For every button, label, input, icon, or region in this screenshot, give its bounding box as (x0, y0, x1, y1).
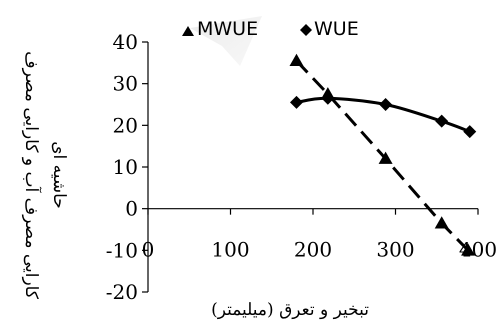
y-tick-label: 0 (125, 197, 138, 221)
x-tick-marks (147, 208, 479, 215)
y-tick-labels: 40 30 20 10 0 -10 -20 (106, 30, 138, 304)
y-tick-label: -20 (106, 280, 138, 304)
wue-point (463, 125, 477, 139)
x-tick-labels: 0 100 200 300 400 (142, 238, 497, 262)
wue-point (321, 91, 335, 105)
mwue-point (461, 243, 476, 256)
wue-point (290, 95, 303, 109)
x-tick-label: 0 (142, 238, 155, 262)
mwue-point (434, 216, 449, 229)
legend-mwue-label: MWUE (197, 18, 258, 40)
x-tick-label: 100 (211, 238, 249, 262)
y-tick-label: 10 (113, 155, 138, 179)
watermark-shape (190, 16, 262, 66)
legend-wue-label: WUE (314, 18, 359, 40)
x-tick-label: 300 (376, 238, 414, 262)
legend-mwue-marker (182, 26, 194, 36)
y-tick-marks (142, 41, 148, 293)
y-tick-label: 40 (113, 30, 138, 54)
x-axis-title: تبخیر و تعرق (میلیمتر) (211, 300, 369, 320)
marker-layer (289, 53, 477, 256)
wue-point (379, 98, 393, 111)
y-axis-title-line-1: کارایی مصرف آب و کارایی مصرف (21, 51, 43, 300)
y-tick-label: -10 (106, 238, 138, 262)
y-axis-title-line-2: حاشیه ای (49, 141, 69, 209)
x-tick-label: 200 (294, 238, 332, 262)
y-tick-label: 20 (113, 113, 138, 137)
legend-wue-marker (300, 24, 312, 36)
legend: MWUE WUE (182, 18, 359, 40)
wue-point (435, 114, 449, 128)
mwue-point (378, 151, 393, 164)
y-tick-label: 30 (113, 72, 138, 96)
mwue-point (289, 53, 304, 66)
